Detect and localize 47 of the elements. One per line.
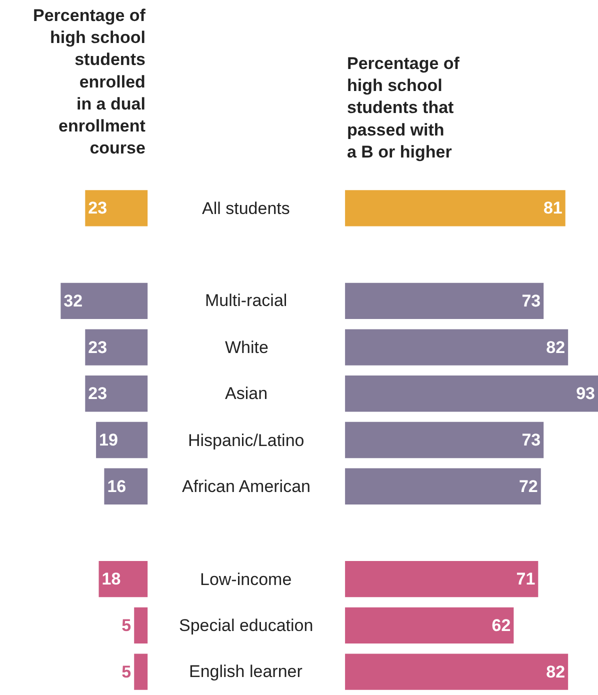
data-label: 5 xyxy=(122,616,132,635)
bar xyxy=(96,422,148,458)
data-label: 82 xyxy=(546,662,566,682)
data-label: 19 xyxy=(99,430,118,450)
data-label: 73 xyxy=(522,430,541,450)
bar xyxy=(345,607,514,644)
category-label: Hispanic/Latino xyxy=(188,431,304,450)
category-label: All students xyxy=(202,199,290,218)
data-label: 23 xyxy=(88,338,108,357)
bar xyxy=(345,654,568,690)
data-label: 16 xyxy=(107,476,126,496)
category-label: English learner xyxy=(189,662,302,681)
category-label: Asian xyxy=(225,384,268,403)
bar xyxy=(104,468,148,504)
chart-title: Percentage of high school students enrolled in a dual enrollment course xyxy=(33,6,146,158)
category-label: Low-income xyxy=(200,570,292,589)
bar xyxy=(85,190,148,226)
data-label: 18 xyxy=(102,570,121,589)
bar xyxy=(345,422,544,458)
bar xyxy=(134,607,148,644)
data-label: 71 xyxy=(516,570,536,589)
data-label: 82 xyxy=(546,338,566,357)
bar xyxy=(60,282,148,319)
bar xyxy=(345,561,538,598)
data-label: 23 xyxy=(88,384,108,404)
data-label: 73 xyxy=(522,291,541,310)
data-label: 81 xyxy=(543,198,562,218)
data-label: 72 xyxy=(518,476,538,496)
category-label: Multi-racial xyxy=(205,291,288,310)
chart-title: Percentage of high school students that passed with a B or higher xyxy=(347,54,460,162)
bar xyxy=(345,282,544,319)
bar xyxy=(98,561,148,598)
data-label: 23 xyxy=(88,198,108,218)
data-label: 5 xyxy=(122,662,132,682)
bar xyxy=(345,376,598,412)
data-label: 93 xyxy=(576,384,595,404)
data-label: 62 xyxy=(492,616,511,635)
bar xyxy=(345,329,568,366)
bar xyxy=(345,468,541,504)
category-label: White xyxy=(225,338,268,357)
category-label: Special education xyxy=(179,616,314,635)
category-label: African American xyxy=(182,477,310,496)
bar xyxy=(85,376,148,412)
bar xyxy=(134,654,148,690)
data-label: 32 xyxy=(64,291,83,310)
bar xyxy=(85,329,148,366)
bar xyxy=(345,190,566,226)
